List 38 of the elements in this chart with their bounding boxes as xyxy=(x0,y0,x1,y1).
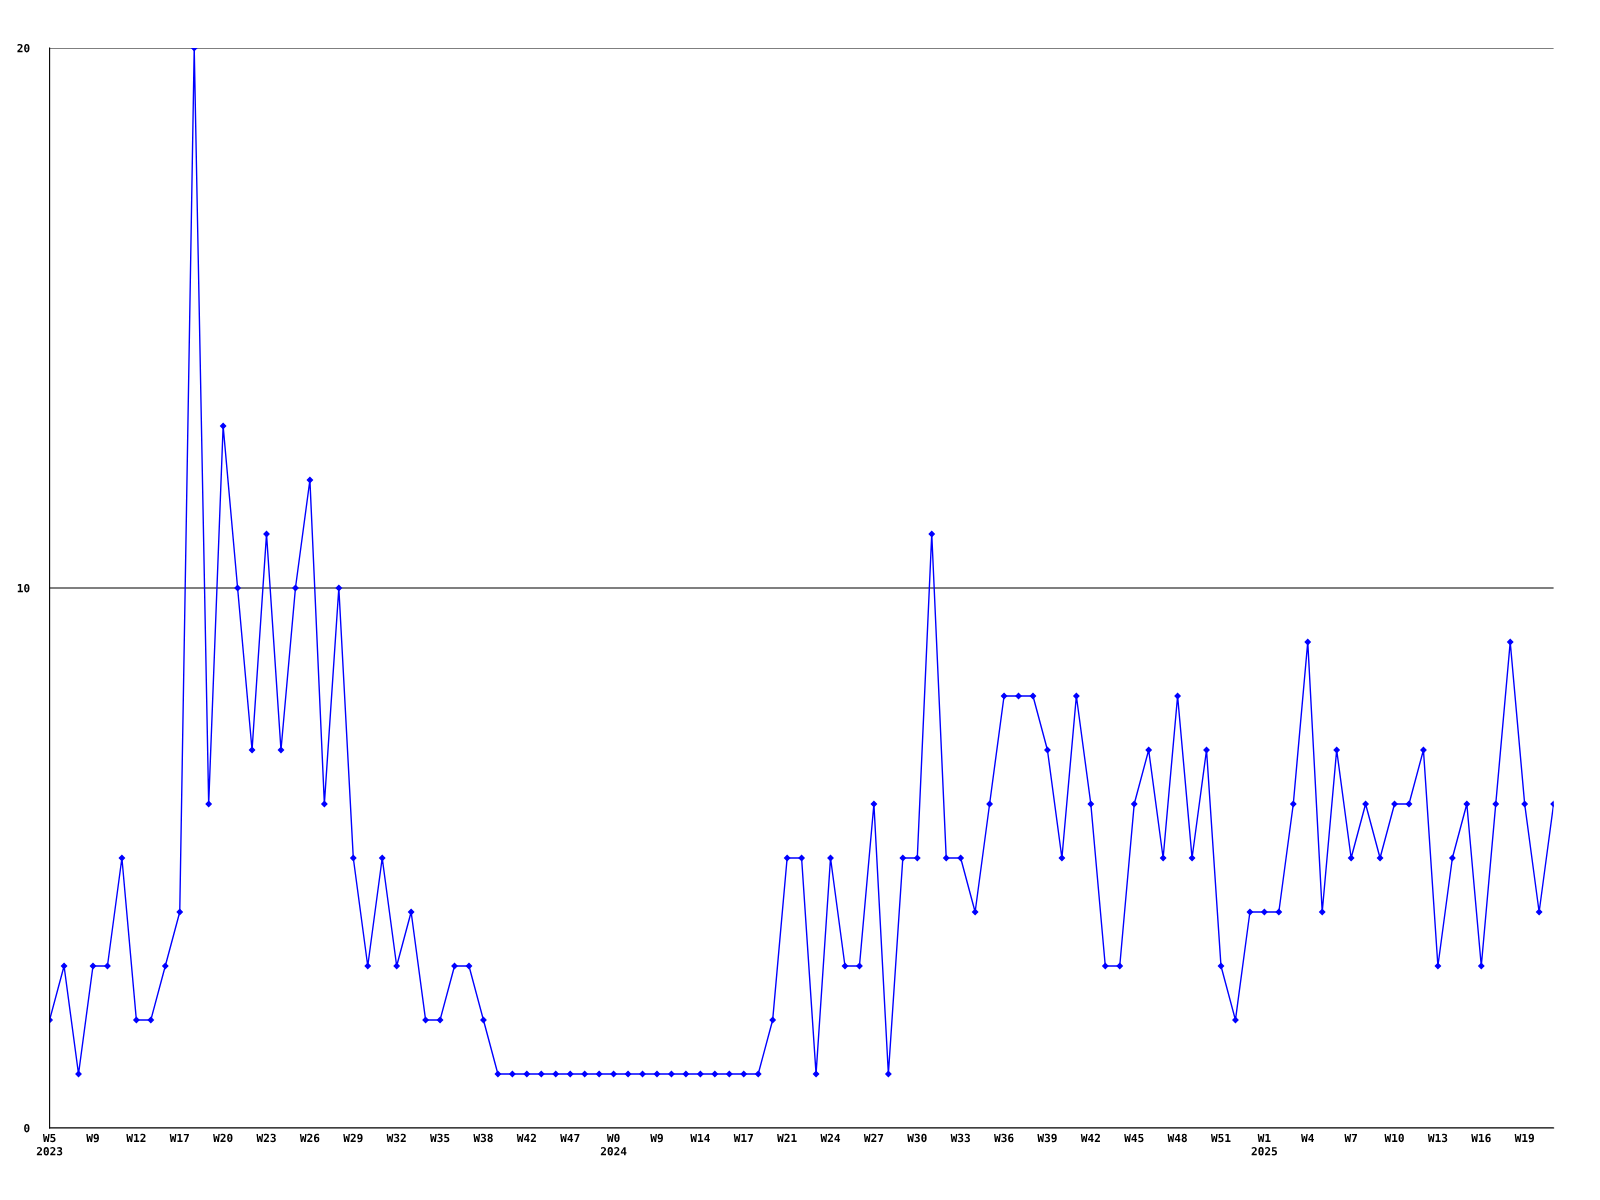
x-tick-label: W39 xyxy=(1037,1133,1057,1143)
x-tick-label: W9 xyxy=(86,1133,99,1143)
x-tick-label: W36 xyxy=(994,1133,1014,1143)
x-tick-label: W12 xyxy=(126,1133,146,1142)
x-tick-label: W19 xyxy=(1514,1133,1534,1143)
y-tick-label: 0 xyxy=(24,1123,30,1133)
x-tick-label: W30 xyxy=(907,1133,927,1143)
x-tick-label: W51 xyxy=(1210,1133,1231,1143)
y-tick-label: 20 xyxy=(17,43,30,53)
x-tick-label: W21 xyxy=(777,1133,797,1142)
y-tick-label: 10 xyxy=(17,583,30,593)
x-tick-label: W1 2025 xyxy=(1251,1133,1277,1156)
x-tick-label: W42 xyxy=(1080,1133,1100,1142)
x-tick-label: W26 xyxy=(299,1133,320,1143)
x-tick-label: W35 xyxy=(430,1133,450,1143)
x-tick-label: W29 xyxy=(343,1133,363,1143)
x-tick-label: W33 xyxy=(950,1133,970,1143)
x-tick-label: W7 xyxy=(1344,1133,1357,1142)
x-tick-label: W5 2023 xyxy=(36,1133,63,1156)
x-tick-label: W13 xyxy=(1427,1133,1448,1143)
x-tick-label: W24 xyxy=(820,1133,841,1142)
x-tick-label: W23 xyxy=(256,1133,276,1143)
x-tick-label: W16 xyxy=(1471,1133,1491,1143)
x-tick-label: W17 xyxy=(733,1133,753,1142)
x-tick-label: W27 xyxy=(863,1133,884,1142)
x-tick-label: W17 xyxy=(169,1133,189,1142)
x-tick-label: W38 xyxy=(473,1133,493,1143)
x-tick-label: W48 xyxy=(1167,1133,1187,1143)
x-tick-label: W0 2024 xyxy=(600,1133,627,1156)
x-tick-label: W45 xyxy=(1124,1133,1144,1143)
x-tick-label: W32 xyxy=(386,1133,406,1143)
x-tick-label: W4 xyxy=(1301,1133,1314,1142)
x-tick-label: W9 xyxy=(650,1133,663,1143)
x-tick-label: W20 xyxy=(213,1133,233,1143)
x-tick-label: W14 xyxy=(690,1133,710,1142)
x-tick-label: W10 xyxy=(1384,1133,1404,1143)
x-tick-label: W42 xyxy=(516,1133,536,1142)
x-tick-label: W47 xyxy=(560,1133,580,1142)
